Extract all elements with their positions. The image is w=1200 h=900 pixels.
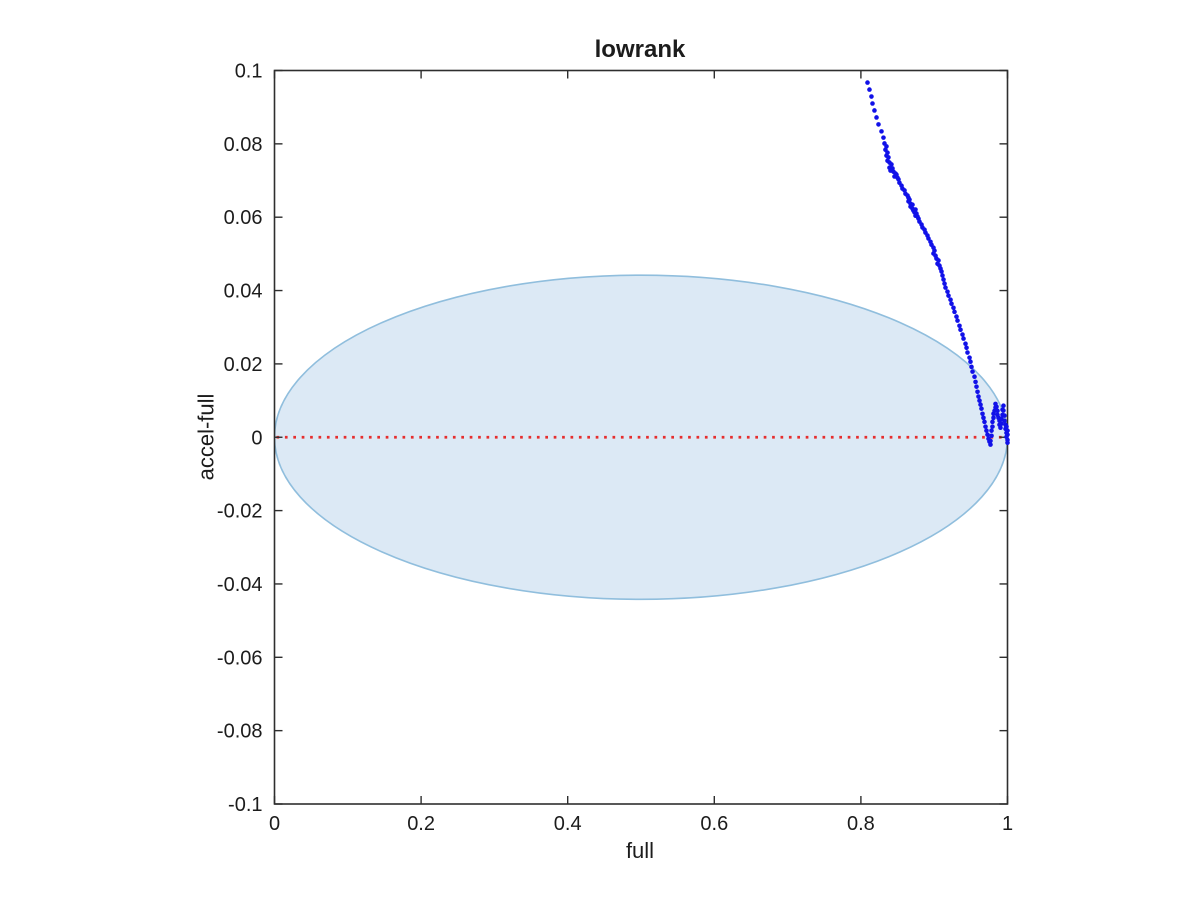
x-tick-label: 0 xyxy=(269,813,280,835)
y-tick-label: -0.06 xyxy=(217,647,263,669)
scatter-series xyxy=(865,80,1010,447)
y-tick-label: 0 xyxy=(251,427,262,449)
y-axis-label: accel-full xyxy=(194,394,219,481)
y-tick-label: 0.1 xyxy=(235,61,263,83)
x-tick-label: 1 xyxy=(1002,813,1013,835)
y-tick-label: -0.02 xyxy=(217,501,263,523)
y-tick-label: -0.1 xyxy=(228,794,262,816)
y-tick-labels: -0.1 -0.08 -0.06 -0.04 -0.02 0 0.02 0.04 0.06 0.0… xyxy=(217,61,263,817)
x-tick-label: 0.8 xyxy=(847,813,875,835)
y-tick-label: -0.04 xyxy=(217,574,263,596)
chart-shapes-layer: 0 0.2 0.4 0.6 0.8 1-0.1-0.08-0.06-0.04-0.0200… xyxy=(217,61,1013,836)
chart-title: lowrank xyxy=(595,36,686,63)
y-tick-label: 0.06 xyxy=(224,207,263,229)
x-tick-label: 0.4 xyxy=(554,813,582,835)
x-tick-label: 0.6 xyxy=(700,813,728,835)
y-tick-label: 0.08 xyxy=(224,134,263,156)
confidence-region xyxy=(274,274,1008,601)
confidence-ellipse xyxy=(274,274,1008,601)
axis-ticks xyxy=(273,69,1009,805)
x-tick-labels: 0 0.2 0.4 0.6 0.8 1 xyxy=(269,813,1013,835)
x-tick-label: 0.2 xyxy=(407,813,435,835)
y-tick-label: 0.02 xyxy=(224,354,263,376)
y-tick-label: -0.08 xyxy=(217,721,263,743)
x-axis-label: full xyxy=(626,838,654,863)
y-tick-label: 0.04 xyxy=(224,281,263,303)
